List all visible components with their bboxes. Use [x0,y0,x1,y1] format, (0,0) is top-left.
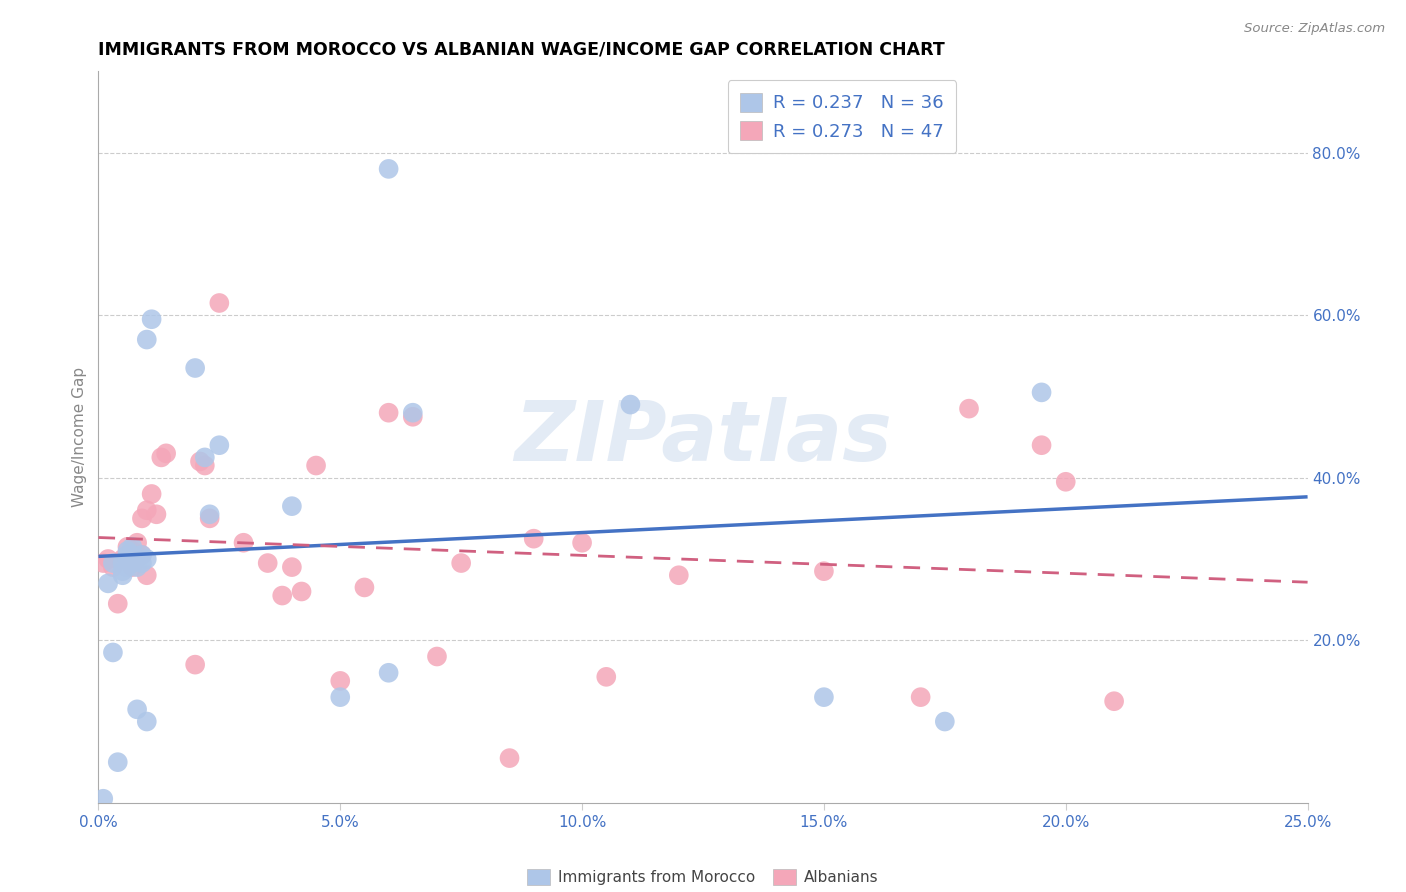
Point [813,564,835,578]
Point [1102,694,1125,708]
Point [135,714,157,729]
Point [111,552,134,566]
Point [145,508,167,522]
Point [305,458,328,473]
Point [101,560,124,574]
Point [121,548,143,562]
Point [121,544,143,558]
Point [111,556,134,570]
Point [571,535,593,549]
Point [117,548,139,562]
Point [121,540,143,554]
Point [232,535,254,549]
Point [131,511,153,525]
Point [377,406,399,420]
Point [934,714,956,729]
Point [141,312,163,326]
Point [141,487,163,501]
Point [184,361,207,376]
Point [329,673,352,688]
Point [595,670,617,684]
Point [426,649,449,664]
Point [135,552,157,566]
Text: IMMIGRANTS FROM MOROCCO VS ALBANIAN WAGE/INCOME GAP CORRELATION CHART: IMMIGRANTS FROM MOROCCO VS ALBANIAN WAGE… [98,41,945,59]
Point [194,458,217,473]
Point [271,589,294,603]
Point [101,645,124,659]
Point [208,296,231,310]
Point [127,552,149,566]
Point [97,552,120,566]
Point [150,450,173,465]
Point [450,556,472,570]
Point [377,161,399,176]
Point [353,581,375,595]
Point [957,401,980,416]
Point [281,560,304,574]
Point [97,576,120,591]
Point [111,568,134,582]
Y-axis label: Wage/Income Gap: Wage/Income Gap [72,367,87,508]
Point [101,556,124,570]
Point [131,548,153,562]
Point [117,548,139,562]
Point [208,438,231,452]
Point [184,657,207,672]
Point [107,597,129,611]
Point [121,560,143,574]
Point [198,511,221,525]
Text: ZIPatlas: ZIPatlas [515,397,891,477]
Point [668,568,690,582]
Point [117,540,139,554]
Point [127,560,149,574]
Point [910,690,932,705]
Point [127,535,149,549]
Point [1054,475,1077,489]
Point [135,568,157,582]
Point [91,791,114,805]
Point [329,690,352,705]
Point [135,503,157,517]
Point [155,446,177,460]
Point [194,450,217,465]
Point [402,409,425,424]
Point [111,564,134,578]
Point [127,702,149,716]
Point [188,454,211,468]
Point [117,560,139,574]
Point [117,544,139,558]
Point [131,556,153,570]
Legend: Immigrants from Morocco, Albanians: Immigrants from Morocco, Albanians [520,862,886,892]
Point [498,751,520,765]
Point [256,556,278,570]
Point [107,755,129,769]
Point [1031,438,1053,452]
Point [117,552,139,566]
Point [523,532,546,546]
Point [402,406,425,420]
Point [290,584,312,599]
Point [131,548,153,562]
Point [619,398,641,412]
Point [377,665,399,680]
Point [91,556,114,570]
Point [135,333,157,347]
Point [1031,385,1053,400]
Text: Source: ZipAtlas.com: Source: ZipAtlas.com [1244,22,1385,36]
Point [198,508,221,522]
Point [281,499,304,513]
Point [121,556,143,570]
Point [813,690,835,705]
